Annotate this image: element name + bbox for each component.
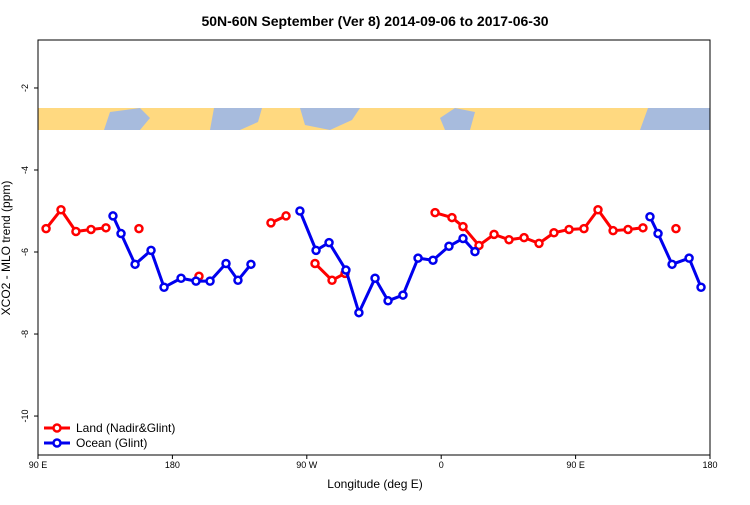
data-point [549,227,559,238]
data-point [534,238,544,249]
legend-label: Land (Nadir&Glint) [76,421,175,435]
data-point [327,275,337,286]
data-point [428,255,438,265]
data-point [458,233,468,244]
data-point [191,276,201,286]
data-point [645,211,655,222]
data-point [176,273,186,284]
data-point [116,228,126,239]
data-point [489,229,499,240]
y-tick-label: -2 [20,84,30,92]
data-point [266,218,276,228]
data-point [205,276,215,286]
x-tick-label: 90 E [29,460,48,470]
data-point [134,223,144,234]
data-point [684,253,694,263]
data-point [504,234,514,245]
data-point [579,223,589,234]
data-point [470,246,480,257]
data-point [667,259,677,270]
x-tick-label: 90 E [566,460,585,470]
data-point [310,258,320,269]
data-point [324,237,334,248]
map-land [104,108,710,130]
data-point [398,290,408,300]
data-point [430,207,440,218]
data-point [638,223,648,233]
data-point [295,206,305,216]
y-tick-label: -8 [20,330,30,338]
x-axis-label: Longitude (deg E) [327,477,422,491]
data-point [444,241,454,252]
legend-label: Ocean (Glint) [76,436,147,450]
data-point [71,226,81,237]
x-tick-label: 90 W [296,460,318,470]
data-point [474,240,484,251]
data-point [696,282,706,293]
data-point [56,205,66,215]
data-point [519,232,529,243]
plot-frame [37,39,711,456]
data-point [593,205,603,215]
y-axis-label: XCO2 - MLO trend (ppm) [0,181,13,316]
data-point [447,212,457,223]
data-point [458,221,468,232]
data-point [671,223,681,234]
data-point [41,223,51,234]
y-tick-label: -6 [20,248,30,256]
map-band [38,108,710,130]
data-point [341,265,351,275]
data-point [86,224,96,235]
data-point [281,211,291,221]
data-point [354,307,364,318]
x-tick-label: 180 [165,460,180,470]
data-point [221,258,231,269]
data-point [311,245,321,256]
data-point [233,275,243,286]
data-point [413,253,423,263]
y-tick-label: -10 [20,410,30,423]
data-point [564,224,574,235]
data-point [159,282,169,293]
data-point [108,211,118,221]
data-point [653,228,663,239]
data-point [623,224,633,235]
data-point [101,223,111,233]
data-point [146,245,156,256]
data-point [130,259,140,270]
data-point [370,273,380,284]
data-point [246,259,256,270]
chart-title: 50N-60N September (Ver 8) 2014-09-06 to … [201,13,548,29]
x-tick-label: 0 [439,460,444,470]
legend-marker [52,423,62,433]
data-point [383,296,393,306]
data-point [608,225,618,236]
map-ocean [38,108,710,130]
y-tick-label: -4 [20,166,30,174]
x-tick-label: 180 [702,460,717,470]
legend-marker [52,438,62,448]
